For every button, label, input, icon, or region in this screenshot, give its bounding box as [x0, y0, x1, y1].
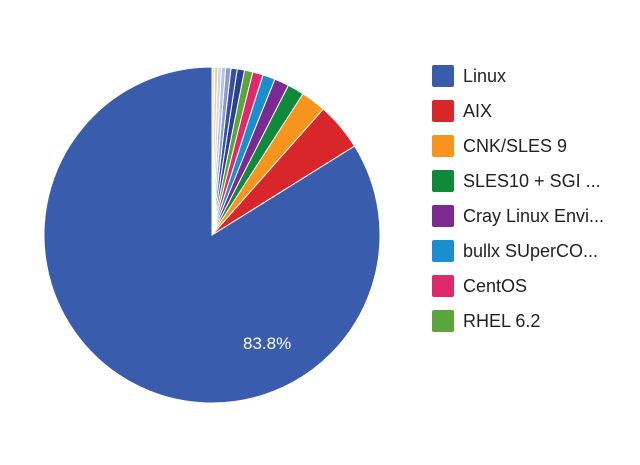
data-label-linux: 83.8%: [243, 334, 291, 353]
legend-item-bullx-superco[interactable]: bullx SUperCO...: [432, 237, 637, 265]
legend-swatch: [432, 170, 454, 192]
legend-swatch: [432, 275, 454, 297]
legend-item-cray-linux-envi[interactable]: Cray Linux Envi...: [432, 202, 637, 230]
pie-slices: [43, 66, 381, 404]
legend-label: CNK/SLES 9: [463, 135, 568, 156]
legend-swatch: [432, 310, 454, 332]
legend-swatch: [432, 100, 454, 122]
legend-label: SLES10 + SGI ...: [463, 170, 601, 191]
legend-swatch: [432, 240, 454, 262]
legend-item-linux[interactable]: Linux: [432, 62, 637, 90]
legend: Linux AIX CNK/SLES 9 SLES10 + SGI ... Cray L…: [432, 62, 637, 342]
legend-label: Linux: [463, 65, 507, 86]
legend-label: AIX: [463, 100, 493, 121]
legend-swatch: [432, 205, 454, 227]
legend-item-sles10-sgi[interactable]: SLES10 + SGI ...: [432, 167, 637, 195]
legend-label: RHEL 6.2: [463, 310, 541, 331]
legend-item-aix[interactable]: AIX: [432, 97, 637, 125]
legend-label: CentOS: [463, 275, 528, 296]
legend-item-rhel-6-2[interactable]: RHEL 6.2: [432, 307, 637, 335]
pie-slice-other-14: [211, 66, 216, 236]
legend-item-centos[interactable]: CentOS: [432, 272, 637, 300]
legend-item-cnk-sles-9[interactable]: CNK/SLES 9: [432, 132, 637, 160]
legend-swatch: [432, 65, 454, 87]
legend-swatch: [432, 135, 454, 157]
legend-label: bullx SUperCO...: [463, 240, 599, 261]
legend-label: Cray Linux Envi...: [463, 205, 605, 226]
